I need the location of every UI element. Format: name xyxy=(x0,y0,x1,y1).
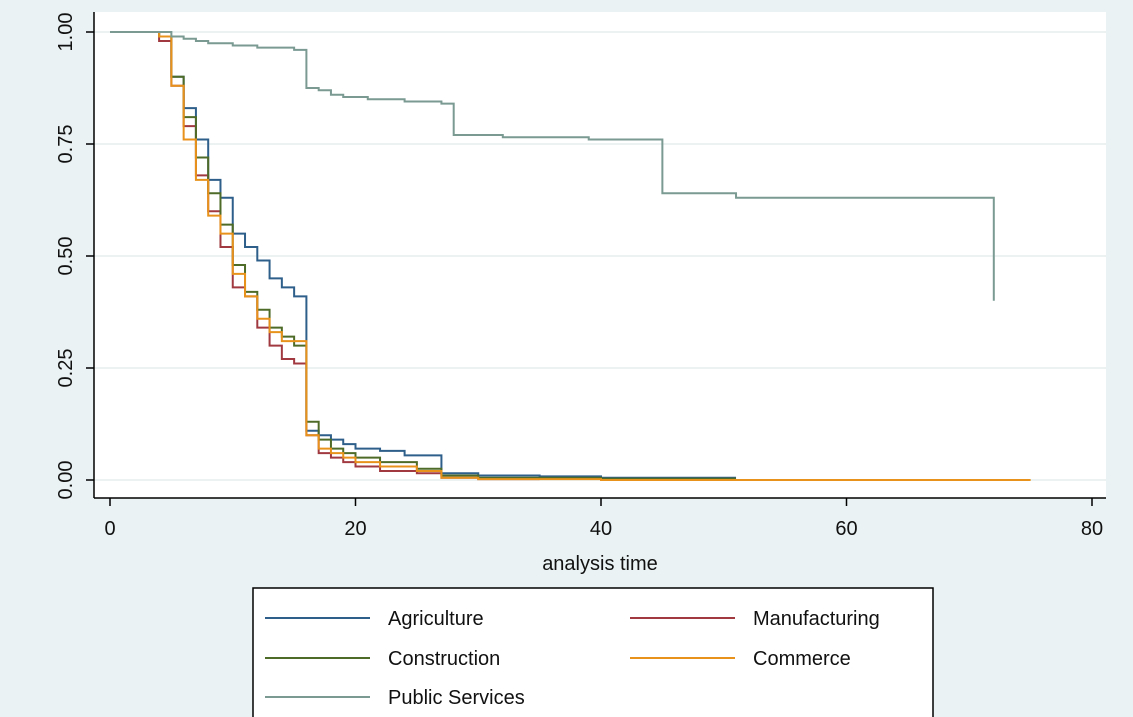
y-tick-label-1: 0.25 xyxy=(55,349,77,388)
axes xyxy=(93,12,1106,499)
ticks: 0 20 40 60 80 0.00 0.25 0.50 0.75 1.00 xyxy=(55,13,1103,540)
x-tick-label-3: 60 xyxy=(835,518,857,540)
x-tick-label-4: 80 xyxy=(1081,518,1103,540)
y-tick-label-2: 0.50 xyxy=(55,237,77,276)
legend-label-public-services: Public Services xyxy=(388,687,525,709)
legend-box xyxy=(252,587,934,717)
series-layer xyxy=(110,31,1031,481)
legend-label-construction: Construction xyxy=(388,648,500,670)
y-tick-label-4: 1.00 xyxy=(55,13,77,52)
x-tick-label-1: 20 xyxy=(344,518,366,540)
y-tick-label-3: 0.75 xyxy=(55,125,77,164)
legend-label-manufacturing: Manufacturing xyxy=(753,608,880,630)
x-tick-label-2: 40 xyxy=(590,518,612,540)
x-tick-label-0: 0 xyxy=(104,518,115,540)
series-commerce-line xyxy=(110,31,1031,481)
plot-area xyxy=(94,12,1106,498)
legend-label-commerce: Commerce xyxy=(753,648,851,670)
series-public-services-line xyxy=(110,31,995,301)
y-tick-label-0: 0.00 xyxy=(55,461,77,500)
legend: Agriculture Manufacturing Construction Comm… xyxy=(252,587,934,717)
series-construction-line xyxy=(110,31,737,480)
legend-label-agriculture: Agriculture xyxy=(388,608,484,630)
x-axis-label: analysis time xyxy=(542,553,658,575)
